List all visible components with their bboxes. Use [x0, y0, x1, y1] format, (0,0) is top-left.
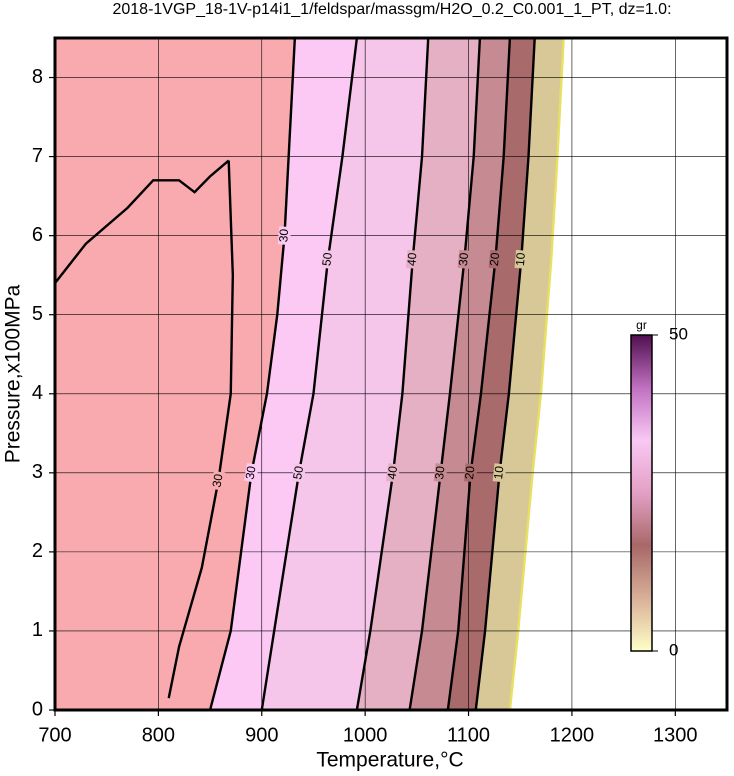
contour-label-bg — [277, 226, 292, 246]
contour-line — [355, 38, 430, 710]
contour-line — [508, 38, 565, 710]
contour-label-bg — [457, 249, 472, 269]
contour-label: 30 — [456, 252, 471, 267]
contour-line — [260, 38, 359, 710]
contour-label: 50 — [290, 465, 306, 481]
contour-label-bg — [492, 463, 507, 483]
x-tick-label: 900 — [245, 724, 278, 746]
contour-label: 20 — [487, 252, 502, 267]
contour-label-bg — [320, 249, 335, 270]
y-tick-label: 5 — [32, 303, 43, 325]
y-tick-label: 0 — [32, 698, 43, 720]
contour-fill — [475, 38, 564, 710]
contour-label-bg — [433, 463, 448, 483]
x-tick-label: 1200 — [550, 724, 595, 746]
contour-line — [446, 38, 512, 710]
contour-line — [474, 38, 536, 710]
chart-title: 2018-1VGP_18-1V-p14i1_1/feldspar/massgm/… — [112, 1, 671, 18]
contour-label: 10 — [513, 252, 528, 267]
contour-label: 10 — [491, 465, 506, 480]
plot-frame — [53, 36, 729, 712]
colorbar-tick-label: 0 — [669, 640, 678, 659]
contour-label-bg — [291, 462, 307, 483]
y-tick-label: 4 — [32, 382, 43, 404]
contour-label: 40 — [384, 465, 400, 480]
y-axis-label: Pressure,x100MPa — [2, 284, 25, 463]
contour-label-bg — [385, 463, 401, 483]
contour-fill — [409, 38, 510, 710]
contour-label: 50 — [319, 251, 335, 266]
contour-label: 30 — [276, 228, 291, 243]
contour-label: 30 — [210, 473, 226, 489]
contour-label: 40 — [404, 252, 419, 267]
contour-fill — [210, 38, 357, 710]
x-tick-label: 1000 — [343, 724, 388, 746]
x-tick-label: 1300 — [653, 724, 698, 746]
contour-fill — [356, 38, 480, 710]
contour-fill — [447, 38, 535, 710]
y-tick-label: 2 — [32, 540, 43, 562]
x-tick-label: 800 — [142, 724, 175, 746]
contour-fill — [261, 38, 429, 710]
contour-fill — [509, 38, 727, 710]
contour-label-bg — [210, 470, 226, 491]
colorbar — [630, 334, 653, 652]
x-tick-label: 700 — [38, 724, 71, 746]
contour-label-bg — [488, 249, 503, 269]
plot-area: 30 30 30 50 50 40 40 30 30 20 20 10 10 — [55, 38, 727, 710]
contour-line — [55, 159, 230, 284]
y-tick-label: 7 — [32, 145, 43, 167]
contour-label-bg — [463, 463, 478, 483]
y-tick-label: 6 — [32, 224, 43, 246]
contour-label-bg — [244, 462, 259, 483]
contour-label: 30 — [243, 465, 259, 481]
contour-label: 20 — [462, 465, 477, 480]
x-tick-label: 1100 — [447, 724, 490, 746]
y-tick-label: 3 — [32, 461, 43, 483]
colorbar-label: gr — [636, 318, 647, 332]
contour-label: 30 — [432, 465, 448, 480]
contour-label-bg — [405, 249, 420, 269]
contour-line — [408, 38, 482, 710]
contour-label-bg — [514, 249, 528, 269]
y-tick-label: 8 — [32, 66, 43, 88]
x-axis-label: Temperature,°C — [316, 749, 463, 772]
y-tick-label: 1 — [32, 619, 43, 641]
colorbar-tick-label: 50 — [669, 324, 688, 343]
